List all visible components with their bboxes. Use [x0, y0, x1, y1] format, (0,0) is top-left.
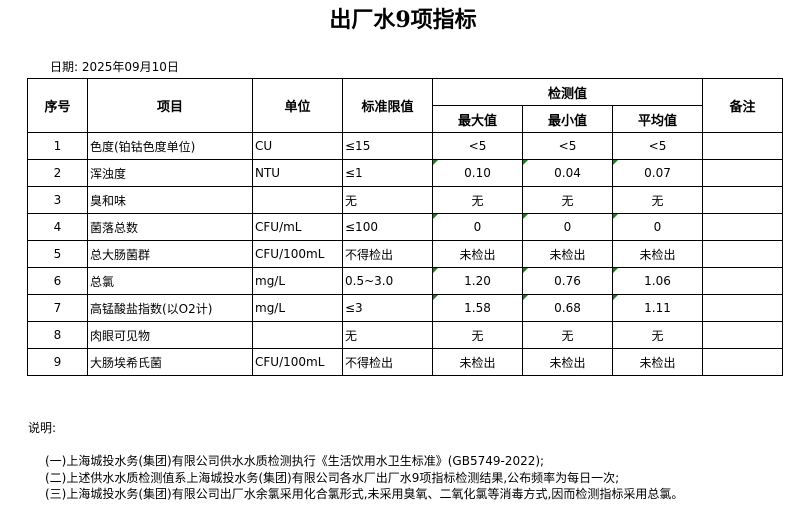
cell-avg: 未检出 [612, 348, 703, 376]
cell-no: 8 [27, 321, 88, 349]
cell-max: 1.20 [432, 267, 523, 295]
cell-item: 臭和味 [87, 186, 253, 214]
cell-unit: CFU/mL [252, 213, 343, 241]
cell-avg: 无 [612, 186, 703, 214]
cell-max: 无 [432, 186, 523, 214]
cell-min: 0 [522, 213, 613, 241]
cell-limit: ≤3 [342, 294, 433, 322]
cell-avg: 无 [612, 321, 703, 349]
note-line: (一)上海城投水务(集团)有限公司供水水质检测执行《生活饮用水卫生标准》(GB5… [45, 454, 545, 468]
table-row: 9 大肠埃希氏菌 CFU/100mL 不得检出 未检出 未检出 未检出 [27, 348, 783, 376]
cell-remark [702, 348, 783, 376]
table-row: 5 总大肠菌群 CFU/100mL 不得检出 未检出 未检出 未检出 [27, 240, 783, 268]
cell-unit: CFU/100mL [252, 348, 343, 376]
cell-max: <5 [432, 132, 523, 160]
cell-min: 无 [522, 186, 613, 214]
cell-remark [702, 267, 783, 295]
header-min: 最小值 [522, 105, 613, 133]
cell-unit: CU [252, 132, 343, 160]
water-quality-table: 序号 项目 单位 标准限值 检测值 备注 最大值 最小值 平均值 1 色度(铂钴色… [27, 78, 783, 376]
cell-no: 9 [27, 348, 88, 376]
header-max: 最大值 [432, 105, 523, 133]
table-row: 2 浑浊度 NTU ≤1 0.10 0.04 0.07 [27, 159, 783, 187]
header-limit: 标准限值 [342, 78, 433, 133]
cell-limit: 无 [342, 321, 433, 349]
cell-limit: ≤15 [342, 132, 433, 160]
cell-remark [702, 321, 783, 349]
cell-min: 未检出 [522, 348, 613, 376]
cell-item: 菌落总数 [87, 213, 253, 241]
header-measured: 检测值 [432, 78, 703, 106]
cell-unit: CFU/100mL [252, 240, 343, 268]
cell-max: 0.10 [432, 159, 523, 187]
cell-limit: 不得检出 [342, 240, 433, 268]
table-row: 4 菌落总数 CFU/mL ≤100 0 0 0 [27, 213, 783, 241]
table-row: 6 总氯 mg/L 0.5~3.0 1.20 0.76 1.06 [27, 267, 783, 295]
cell-min: 0.04 [522, 159, 613, 187]
header-avg: 平均值 [612, 105, 703, 133]
cell-remark [702, 213, 783, 241]
cell-unit: mg/L [252, 267, 343, 295]
cell-min: 0.76 [522, 267, 613, 295]
cell-remark [702, 132, 783, 160]
page-title: 出厂水9项指标 [329, 7, 477, 33]
table-row: 7 高锰酸盐指数(以O2计) mg/L ≤3 1.58 0.68 1.11 [27, 294, 783, 322]
cell-no: 5 [27, 240, 88, 268]
cell-remark [702, 294, 783, 322]
header-no: 序号 [27, 78, 88, 133]
note-line: (二)上述供水水质检测值系上海城投水务(集团)有限公司各水厂出厂水9项指标检测结… [45, 471, 620, 485]
header-remark: 备注 [702, 78, 783, 133]
cell-no: 3 [27, 186, 88, 214]
cell-no: 7 [27, 294, 88, 322]
cell-item: 色度(铂钴色度单位) [87, 132, 253, 160]
cell-avg: 1.06 [612, 267, 703, 295]
cell-min: 无 [522, 321, 613, 349]
cell-unit: mg/L [252, 294, 343, 322]
cell-item: 肉眼可见物 [87, 321, 253, 349]
header-unit: 单位 [252, 78, 343, 133]
cell-min: <5 [522, 132, 613, 160]
cell-avg: 0 [612, 213, 703, 241]
cell-limit: ≤100 [342, 213, 433, 241]
cell-min: 0.68 [522, 294, 613, 322]
cell-max: 未检出 [432, 348, 523, 376]
table-row: 1 色度(铂钴色度单位) CU ≤15 <5 <5 <5 [27, 132, 783, 160]
table-row: 3 臭和味无无无无 [27, 186, 783, 214]
cell-item: 浑浊度 [87, 159, 253, 187]
cell-limit: 0.5~3.0 [342, 267, 433, 295]
cell-unit: NTU [252, 159, 343, 187]
header-item: 项目 [87, 78, 253, 133]
cell-max: 未检出 [432, 240, 523, 268]
report-date: 日期: 2025年09月10日 [50, 60, 179, 74]
cell-limit: ≤1 [342, 159, 433, 187]
cell-unit [252, 321, 343, 349]
cell-limit: 不得检出 [342, 348, 433, 376]
cell-item: 总大肠菌群 [87, 240, 253, 268]
cell-no: 1 [27, 132, 88, 160]
cell-avg: <5 [612, 132, 703, 160]
cell-avg: 未检出 [612, 240, 703, 268]
cell-max: 无 [432, 321, 523, 349]
cell-no: 6 [27, 267, 88, 295]
cell-limit: 无 [342, 186, 433, 214]
cell-no: 4 [27, 213, 88, 241]
notes-label: 说明: [28, 421, 57, 435]
cell-unit [252, 186, 343, 214]
cell-avg: 1.11 [612, 294, 703, 322]
cell-item: 高锰酸盐指数(以O2计) [87, 294, 253, 322]
cell-remark [702, 159, 783, 187]
cell-avg: 0.07 [612, 159, 703, 187]
table-row: 8 肉眼可见物无无无无 [27, 321, 783, 349]
note-line: (三)上海城投水务(集团)有限公司出厂水余氯采用化合氯形式,未采用臭氧、二氧化氯… [45, 487, 684, 501]
cell-item: 总氯 [87, 267, 253, 295]
cell-remark [702, 240, 783, 268]
cell-min: 未检出 [522, 240, 613, 268]
cell-max: 1.58 [432, 294, 523, 322]
cell-item: 大肠埃希氏菌 [87, 348, 253, 376]
cell-remark [702, 186, 783, 214]
cell-no: 2 [27, 159, 88, 187]
cell-max: 0 [432, 213, 523, 241]
